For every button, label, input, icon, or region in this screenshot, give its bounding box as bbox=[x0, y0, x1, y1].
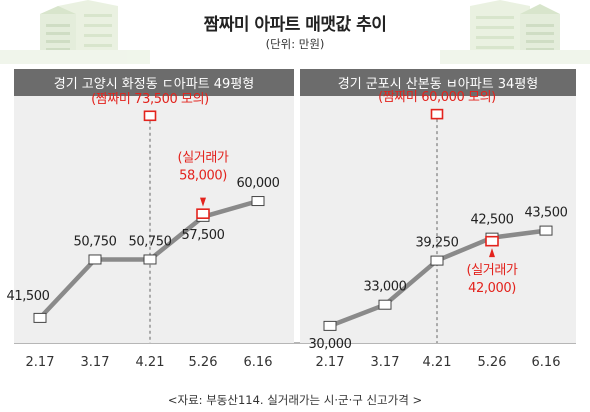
data-label: 41,500 bbox=[6, 289, 49, 304]
apartment-building-icon bbox=[440, 0, 590, 64]
panel-title: 경기 고양시 화정동 ㄷ아파트 49평형 bbox=[54, 77, 255, 92]
actual-price-arrow bbox=[489, 248, 495, 258]
x-tick-label: 3.17 bbox=[81, 355, 110, 370]
chart-panel: 경기 군포시 산본동 ㅂ아파트 34평형 30,000 33,000 39,250 42… bbox=[300, 69, 576, 370]
data-label: 57,500 bbox=[181, 228, 224, 243]
data-point bbox=[323, 320, 337, 331]
apartment-building-icon bbox=[0, 0, 150, 64]
actual-price-arrow bbox=[200, 197, 206, 207]
collusion-marker bbox=[143, 110, 157, 122]
panel-header bbox=[300, 69, 576, 96]
collusion-label: (짬짜미 60,000 모의) bbox=[378, 90, 496, 105]
x-tick-label: 6.16 bbox=[244, 355, 273, 370]
actual-price-marker bbox=[485, 235, 499, 247]
data-label: 33,000 bbox=[363, 280, 406, 295]
collusion-label: (짬짜미 73,500 모의) bbox=[91, 92, 209, 107]
panel-title: 경기 군포시 산본동 ㅂ아파트 34평형 bbox=[338, 77, 539, 92]
actual-price-label: 58,000) bbox=[179, 169, 227, 184]
data-point bbox=[378, 299, 392, 310]
data-point bbox=[539, 225, 553, 236]
data-point bbox=[143, 254, 157, 265]
data-label: 50,750 bbox=[73, 234, 116, 249]
x-tick-label: 5.26 bbox=[478, 355, 507, 370]
x-tick-label: 2.17 bbox=[26, 355, 55, 370]
panel-header bbox=[14, 69, 294, 96]
data-point bbox=[251, 196, 265, 207]
x-tick-label: 2.17 bbox=[316, 355, 345, 370]
data-point bbox=[33, 312, 47, 323]
data-point bbox=[88, 254, 102, 265]
data-label: 30,000 bbox=[308, 337, 351, 352]
x-tick-label: 6.16 bbox=[532, 355, 561, 370]
x-tick-label: 5.26 bbox=[189, 355, 218, 370]
actual-price-marker bbox=[196, 208, 210, 219]
source-note: <자료: 부동산114. 실거래가는 시·군·구 신고가격 > bbox=[167, 393, 423, 407]
page-title: 짬짜미 아파트 매맷값 추이 bbox=[203, 15, 387, 35]
actual-price-label: 42,000) bbox=[468, 281, 516, 296]
actual-price-label: (실거래가 bbox=[178, 151, 229, 166]
data-label: 60,000 bbox=[236, 176, 279, 191]
unit-label: (단위: 만원) bbox=[265, 37, 325, 51]
data-label: 42,500 bbox=[470, 213, 513, 228]
data-label: 50,750 bbox=[128, 234, 171, 249]
data-point bbox=[430, 255, 444, 266]
data-label: 43,500 bbox=[524, 206, 567, 221]
chart-panel: 경기 고양시 화정동 ㄷ아파트 49평형 41,500 50,750 50,750 57… bbox=[6, 69, 294, 370]
collusion-marker bbox=[430, 108, 444, 120]
actual-price-label: (실거래가 bbox=[467, 263, 518, 278]
x-tick-label: 4.21 bbox=[136, 355, 165, 370]
data-label: 39,250 bbox=[415, 236, 458, 251]
x-tick-label: 4.21 bbox=[423, 355, 452, 370]
x-tick-label: 3.17 bbox=[371, 355, 400, 370]
